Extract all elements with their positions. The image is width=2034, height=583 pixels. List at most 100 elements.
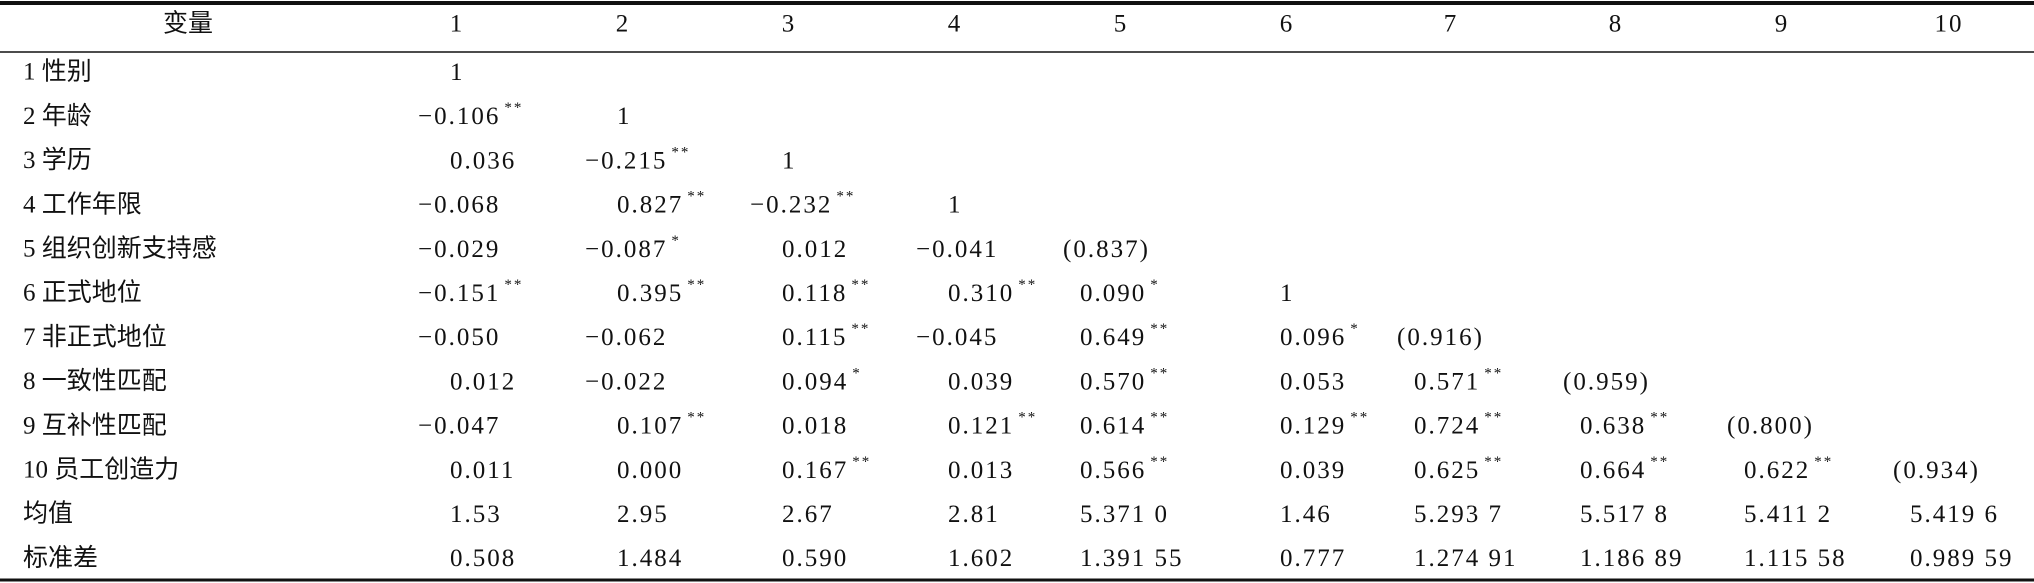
- cell: 0.570 **: [1080, 366, 1169, 395]
- cell: −0.050: [418, 324, 500, 351]
- cell: 0.622 **: [1744, 454, 1833, 483]
- cell: 5.371 0: [1080, 501, 1169, 528]
- cell: 2.67: [782, 501, 834, 528]
- cell-value: 0.827: [617, 191, 683, 218]
- cell: 0.107 **: [617, 410, 706, 439]
- cell: 0.011: [450, 457, 515, 484]
- cell-value: 1.274 91: [1414, 545, 1518, 572]
- cell: (0.800): [1727, 412, 1814, 439]
- cell: −0.045: [916, 324, 998, 351]
- cell: 0.777: [1280, 545, 1346, 572]
- header-cell: 10: [1935, 11, 1964, 38]
- row-label: 6 正式地位: [23, 279, 142, 307]
- cell: 1.46: [1280, 501, 1332, 528]
- cell: 0.167 **: [782, 454, 871, 483]
- cell-value: 0.508: [450, 545, 516, 572]
- cell: 5.411 2: [1744, 501, 1832, 528]
- header-cell: 5: [1114, 11, 1129, 38]
- cell: 0.566 **: [1080, 454, 1169, 483]
- significance: **: [1150, 410, 1169, 426]
- header-cell: 3: [782, 11, 797, 38]
- cell-value: −0.047: [418, 412, 500, 439]
- header-cell: 2: [616, 11, 631, 38]
- cell: −0.068: [418, 191, 500, 218]
- significance: **: [1150, 322, 1169, 338]
- cell: 0.649 **: [1080, 322, 1169, 351]
- cell-value: 1: [948, 191, 963, 218]
- cell: −0.232 **: [750, 189, 855, 218]
- cell: −0.029: [418, 236, 500, 263]
- cell-value: 0.094: [782, 368, 848, 395]
- cell: 1.186 89: [1580, 545, 1684, 572]
- cell: 0.664 **: [1580, 454, 1669, 483]
- cell-value: 0.018: [782, 412, 848, 439]
- cell-value: 0.310: [948, 280, 1014, 307]
- cell-value: 0.012: [782, 236, 848, 263]
- cell: 1: [948, 191, 963, 218]
- significance: **: [504, 277, 523, 293]
- row-label: 1 性别: [23, 58, 92, 86]
- cell: −0.106 **: [418, 101, 523, 130]
- cell: 0.625 **: [1414, 454, 1503, 483]
- cell-value: 0.649: [1080, 324, 1146, 351]
- cell: (0.916): [1397, 324, 1484, 351]
- cell-value: (0.800): [1727, 412, 1814, 439]
- cell: 0.129 **: [1280, 410, 1369, 439]
- header-cell: 7: [1444, 11, 1459, 38]
- cell-value: 0.989 59: [1910, 545, 2014, 572]
- cell: 2.95: [617, 501, 669, 528]
- significance: **: [687, 189, 706, 205]
- cell: 5.419 6: [1910, 501, 1999, 528]
- cell: 0.614 **: [1080, 410, 1169, 439]
- cell: 0.508: [450, 545, 516, 572]
- cell-value: −0.029: [418, 236, 500, 263]
- cell-value: (0.934): [1893, 457, 1980, 484]
- cell-value: 1.53: [450, 501, 502, 528]
- significance: **: [1484, 454, 1503, 470]
- cell: 5.517 8: [1580, 501, 1669, 528]
- cell: 0.310 **: [948, 277, 1037, 306]
- row-label: 5 组织创新支持感: [23, 235, 217, 263]
- cell: 0.571 **: [1414, 366, 1503, 395]
- cell: 2.81: [948, 501, 1000, 528]
- cell: −0.047: [418, 412, 500, 439]
- cell-value: 5.371 0: [1080, 501, 1169, 528]
- cell: −0.041: [916, 236, 998, 263]
- significance: **: [1814, 454, 1833, 470]
- cell: 0.090 *: [1080, 277, 1160, 306]
- cell: 0.018: [782, 412, 848, 439]
- cell-value: 0.622: [1744, 457, 1810, 484]
- header-cell: 变量: [163, 10, 213, 38]
- cell: 0.395 **: [617, 277, 706, 306]
- cell-value: 0.129: [1280, 412, 1346, 439]
- cell: 0.827 **: [617, 189, 706, 218]
- cell: 0.000: [617, 457, 683, 484]
- significance: **: [671, 145, 690, 161]
- cell-value: 1.46: [1280, 501, 1332, 528]
- cell: 1.274 91: [1414, 545, 1518, 572]
- row-label: 均值: [23, 500, 73, 528]
- cell-value: 0.115: [782, 324, 847, 351]
- cell: 0.012: [450, 368, 516, 395]
- significance: **: [1150, 454, 1169, 470]
- cell-value: 1: [450, 59, 465, 86]
- cell-value: 0.039: [948, 368, 1014, 395]
- cell: 5.293 7: [1414, 501, 1503, 528]
- cell-value: 0.395: [617, 280, 683, 307]
- cell-value: −0.232: [750, 191, 832, 218]
- significance: **: [1484, 366, 1503, 382]
- cell-value: 0.013: [948, 457, 1014, 484]
- significance: **: [1018, 277, 1037, 293]
- significance: **: [851, 277, 870, 293]
- cell: 0.053: [1280, 368, 1346, 395]
- cell-value: 1: [617, 103, 632, 130]
- cell-value: 0.000: [617, 457, 683, 484]
- significance: **: [687, 277, 706, 293]
- cell-value: 2.95: [617, 501, 669, 528]
- cell: 1: [1280, 280, 1295, 307]
- cell: 0.590: [782, 545, 848, 572]
- significance: **: [1650, 410, 1669, 426]
- header-cell: 8: [1609, 11, 1624, 38]
- cell: −0.022: [585, 368, 667, 395]
- significance: **: [852, 454, 871, 470]
